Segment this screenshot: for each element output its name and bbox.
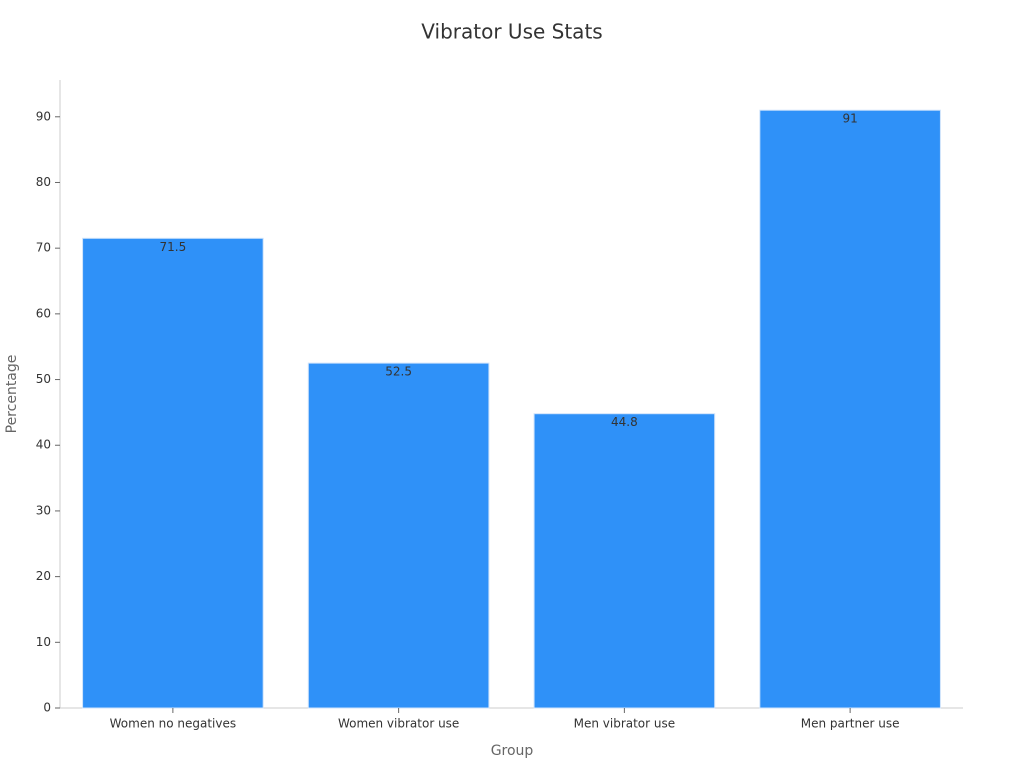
y-tick-label: 30 [36, 503, 51, 517]
bar [759, 109, 941, 709]
y-tick-label: 90 [36, 109, 51, 123]
y-tick-label: 20 [36, 569, 51, 583]
x-tick-label: Women no negatives [110, 717, 237, 731]
y-tick-label: 80 [36, 175, 51, 189]
y-tick-label: 50 [36, 372, 51, 386]
value-label: 91 [842, 112, 857, 126]
value-label: 44.8 [611, 415, 638, 429]
y-tick-label: 70 [36, 241, 51, 255]
chart-title: Vibrator Use Stats [421, 20, 602, 44]
bar [533, 413, 716, 709]
y-tick-label: 60 [36, 306, 51, 320]
value-label: 52.5 [385, 365, 412, 379]
value-label: 71.5 [160, 240, 187, 254]
bar [307, 362, 490, 709]
x-tick-label: Women vibrator use [338, 717, 459, 731]
y-tick-label: 10 [36, 635, 51, 649]
x-tick-label: Men vibrator use [574, 717, 676, 731]
x-axis-title: Group [491, 743, 534, 759]
bar [82, 237, 264, 709]
y-tick-label: 40 [36, 438, 51, 452]
y-axis-title: Percentage [4, 355, 20, 434]
y-tick-label: 0 [43, 701, 51, 715]
x-tick-label: Men partner use [801, 717, 900, 731]
